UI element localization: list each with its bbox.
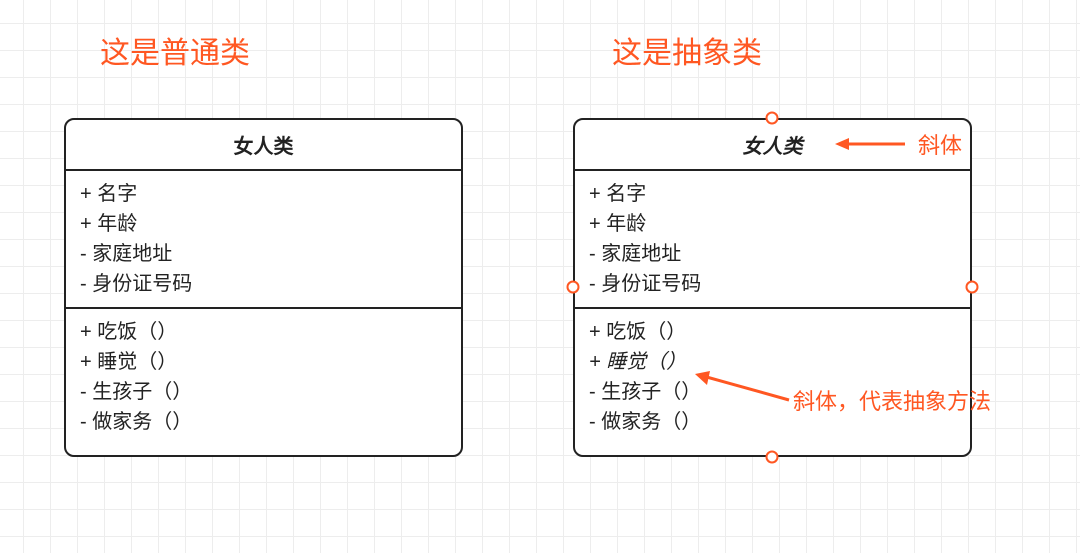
left-title: 这是普通类 xyxy=(100,28,250,72)
attribute-line: - 身份证号码 xyxy=(589,269,956,299)
attribute-line: + 年龄 xyxy=(80,209,447,239)
abstract-method-annotation: 斜体，代表抽象方法 xyxy=(793,384,991,416)
method-line: - 生孩子（） xyxy=(80,377,447,407)
attribute-line: + 年龄 xyxy=(589,209,956,239)
attribute-line: + 名字 xyxy=(80,179,447,209)
resize-handle[interactable] xyxy=(766,112,779,125)
attribute-line: - 身份证号码 xyxy=(80,269,447,299)
method-line: + 睡觉（） xyxy=(80,347,447,377)
resize-handle[interactable] xyxy=(766,451,779,464)
method-line: - 做家务（） xyxy=(80,407,447,437)
attributes-section: + 名字 + 年龄 - 家庭地址 - 身份证号码 xyxy=(575,171,970,309)
arrow-to-classname xyxy=(835,134,907,154)
method-line: + 吃饭（） xyxy=(80,317,447,347)
arrow-to-method xyxy=(693,370,793,410)
attribute-line: + 名字 xyxy=(589,179,956,209)
method-line: + 吃饭（） xyxy=(589,317,956,347)
attributes-section: + 名字 + 年龄 - 家庭地址 - 身份证号码 xyxy=(66,171,461,309)
attribute-line: - 家庭地址 xyxy=(80,239,447,269)
resize-handle[interactable] xyxy=(966,281,979,294)
right-title: 这是抽象类 xyxy=(612,28,762,72)
class-name: 女人类 xyxy=(66,120,461,171)
italic-annotation: 斜体 xyxy=(918,128,962,160)
methods-section: + 吃饭（） + 睡觉（） - 生孩子（） - 做家务（） xyxy=(66,309,461,445)
resize-handle[interactable] xyxy=(567,281,580,294)
class-name: 女人类 xyxy=(575,120,970,171)
attribute-line: - 家庭地址 xyxy=(589,239,956,269)
normal-class-box: 女人类 + 名字 + 年龄 - 家庭地址 - 身份证号码 + 吃饭（） + 睡觉… xyxy=(64,118,463,457)
